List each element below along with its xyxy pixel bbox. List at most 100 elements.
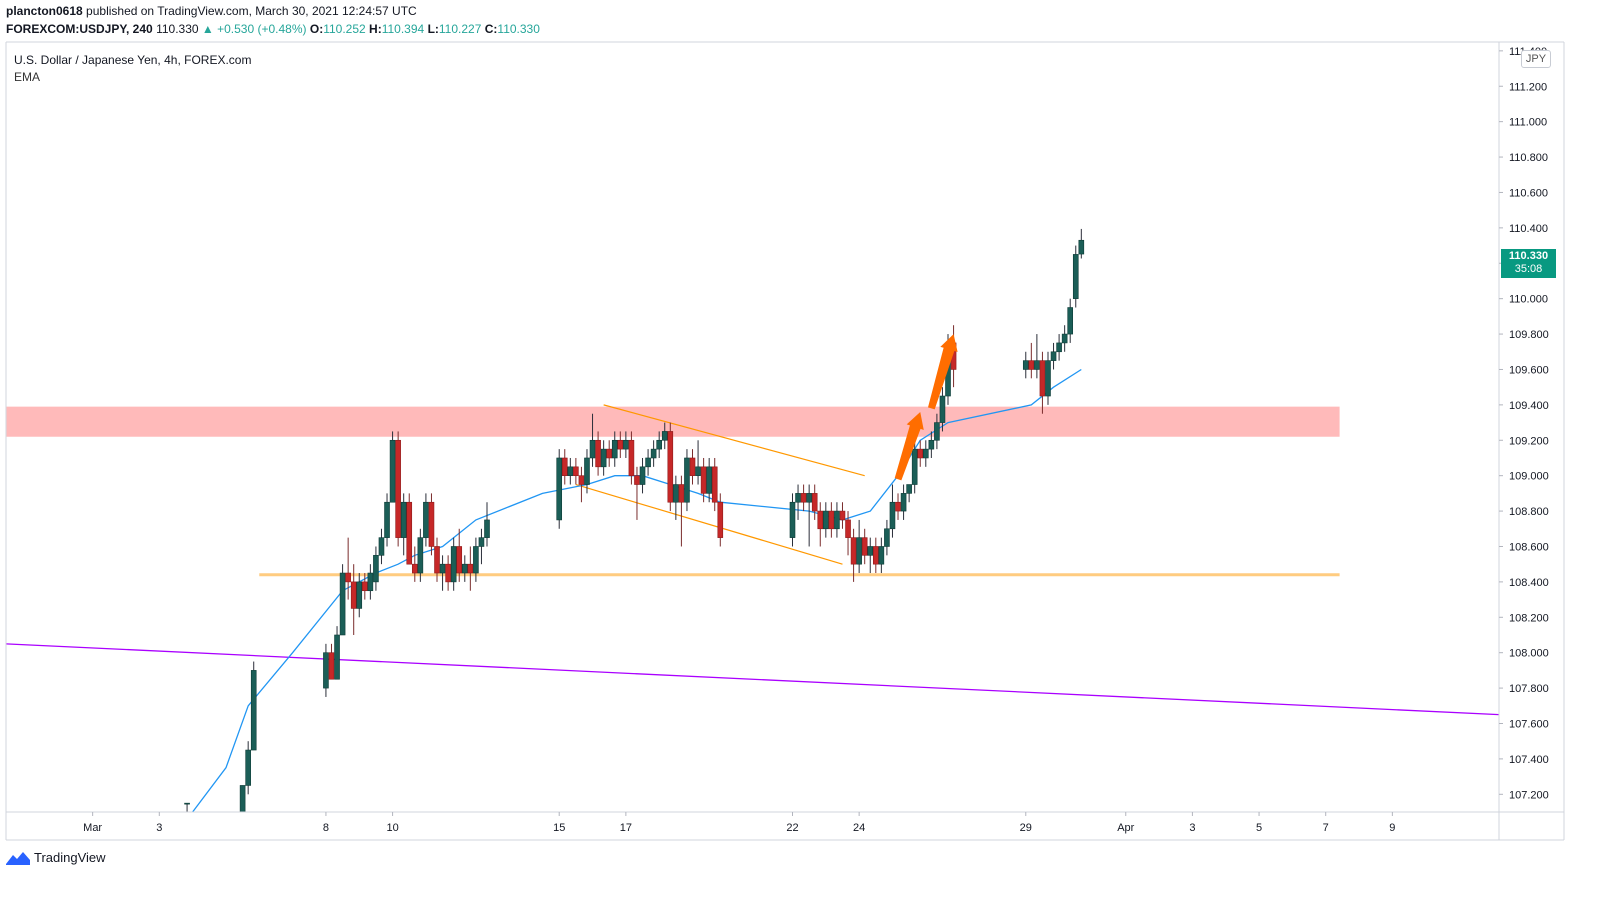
- candle[interactable]: [345, 537, 351, 600]
- candle[interactable]: [473, 537, 479, 582]
- candle[interactable]: [667, 422, 674, 512]
- candle[interactable]: [417, 528, 424, 582]
- candle[interactable]: [245, 741, 251, 795]
- candle[interactable]: [900, 484, 907, 520]
- candle[interactable]: [1061, 325, 1068, 352]
- candle[interactable]: [645, 449, 651, 476]
- candle[interactable]: [1028, 342, 1035, 379]
- candle[interactable]: [567, 457, 574, 485]
- candle[interactable]: [334, 626, 340, 680]
- candle[interactable]: [239, 785, 246, 813]
- candle[interactable]: [928, 431, 935, 458]
- channel-lower-line[interactable]: [575, 483, 843, 565]
- candle[interactable]: [1067, 298, 1074, 343]
- candle[interactable]: [1056, 334, 1062, 361]
- candle[interactable]: [867, 537, 874, 574]
- candle[interactable]: [367, 564, 374, 600]
- candle[interactable]: [878, 537, 885, 574]
- candle[interactable]: [595, 431, 601, 476]
- candle[interactable]: [828, 502, 835, 538]
- indicator-legend-ema[interactable]: EMA: [14, 70, 41, 84]
- candle[interactable]: [873, 537, 879, 574]
- candle[interactable]: [561, 449, 568, 485]
- candle[interactable]: [611, 431, 618, 467]
- candle[interactable]: [478, 528, 485, 565]
- candle[interactable]: [706, 457, 712, 503]
- candle[interactable]: [406, 493, 413, 565]
- candle[interactable]: [378, 528, 385, 565]
- up-arrow-icon[interactable]: [889, 409, 928, 482]
- candle[interactable]: [695, 440, 701, 485]
- candle[interactable]: [623, 431, 629, 458]
- candle[interactable]: [806, 484, 812, 547]
- candle[interactable]: [184, 802, 190, 812]
- candle[interactable]: [673, 475, 679, 520]
- candle[interactable]: [573, 457, 579, 485]
- price-axis[interactable]: 111.400111.200111.000110.800110.600110.4…: [1499, 46, 1549, 801]
- candle[interactable]: [689, 449, 696, 485]
- candle[interactable]: [395, 431, 401, 547]
- candle[interactable]: [389, 431, 396, 503]
- candle[interactable]: [411, 546, 418, 582]
- candle[interactable]: [1045, 351, 1051, 405]
- candle[interactable]: [578, 466, 585, 503]
- tradingview-footer[interactable]: TradingView: [6, 850, 106, 865]
- candle[interactable]: [811, 484, 818, 520]
- candle[interactable]: [906, 484, 912, 503]
- candles-layer[interactable]: [184, 228, 1085, 813]
- candle[interactable]: [845, 511, 851, 556]
- candle[interactable]: [1072, 245, 1079, 308]
- candle[interactable]: [556, 449, 563, 529]
- candle[interactable]: [711, 457, 718, 512]
- candle[interactable]: [800, 484, 807, 512]
- author-name[interactable]: plancton0618: [6, 4, 83, 18]
- candle[interactable]: [889, 484, 896, 538]
- candle[interactable]: [456, 528, 463, 582]
- candle[interactable]: [656, 431, 662, 458]
- up-arrow-icon[interactable]: [923, 331, 962, 410]
- candle[interactable]: [861, 528, 868, 565]
- candle[interactable]: [584, 449, 590, 494]
- candle[interactable]: [684, 449, 690, 512]
- candle[interactable]: [1022, 351, 1029, 379]
- candle[interactable]: [373, 546, 379, 591]
- candle[interactable]: [484, 502, 490, 547]
- candle[interactable]: [650, 440, 657, 467]
- candle[interactable]: [884, 519, 890, 556]
- candle[interactable]: [939, 387, 946, 432]
- candle[interactable]: [250, 661, 257, 751]
- candle[interactable]: [589, 413, 596, 467]
- candle[interactable]: [617, 431, 624, 458]
- candle[interactable]: [1039, 351, 1046, 414]
- candle[interactable]: [384, 493, 390, 547]
- candle[interactable]: [400, 493, 407, 556]
- candle[interactable]: [356, 573, 363, 618]
- candle[interactable]: [362, 573, 368, 600]
- channel-upper-line[interactable]: [603, 404, 865, 477]
- candle[interactable]: [434, 537, 440, 582]
- candle[interactable]: [439, 555, 446, 591]
- candle[interactable]: [323, 643, 329, 697]
- candle[interactable]: [823, 502, 829, 538]
- candle[interactable]: [461, 555, 468, 582]
- candle[interactable]: [717, 493, 724, 547]
- candle[interactable]: [467, 546, 474, 591]
- candle[interactable]: [423, 493, 429, 547]
- candle[interactable]: [895, 493, 901, 520]
- candle[interactable]: [839, 502, 846, 529]
- candle[interactable]: [606, 440, 612, 467]
- candle[interactable]: [934, 413, 940, 450]
- candle[interactable]: [856, 519, 862, 574]
- candle[interactable]: [834, 502, 840, 538]
- candle[interactable]: [628, 431, 635, 485]
- trend-line[interactable]: [5, 643, 1500, 716]
- candle[interactable]: [428, 493, 435, 556]
- candle[interactable]: [789, 493, 796, 547]
- candle[interactable]: [911, 440, 918, 494]
- candle[interactable]: [450, 537, 457, 591]
- candle[interactable]: [328, 643, 335, 680]
- candle[interactable]: [445, 555, 451, 591]
- candle[interactable]: [350, 564, 357, 635]
- candle[interactable]: [917, 440, 924, 467]
